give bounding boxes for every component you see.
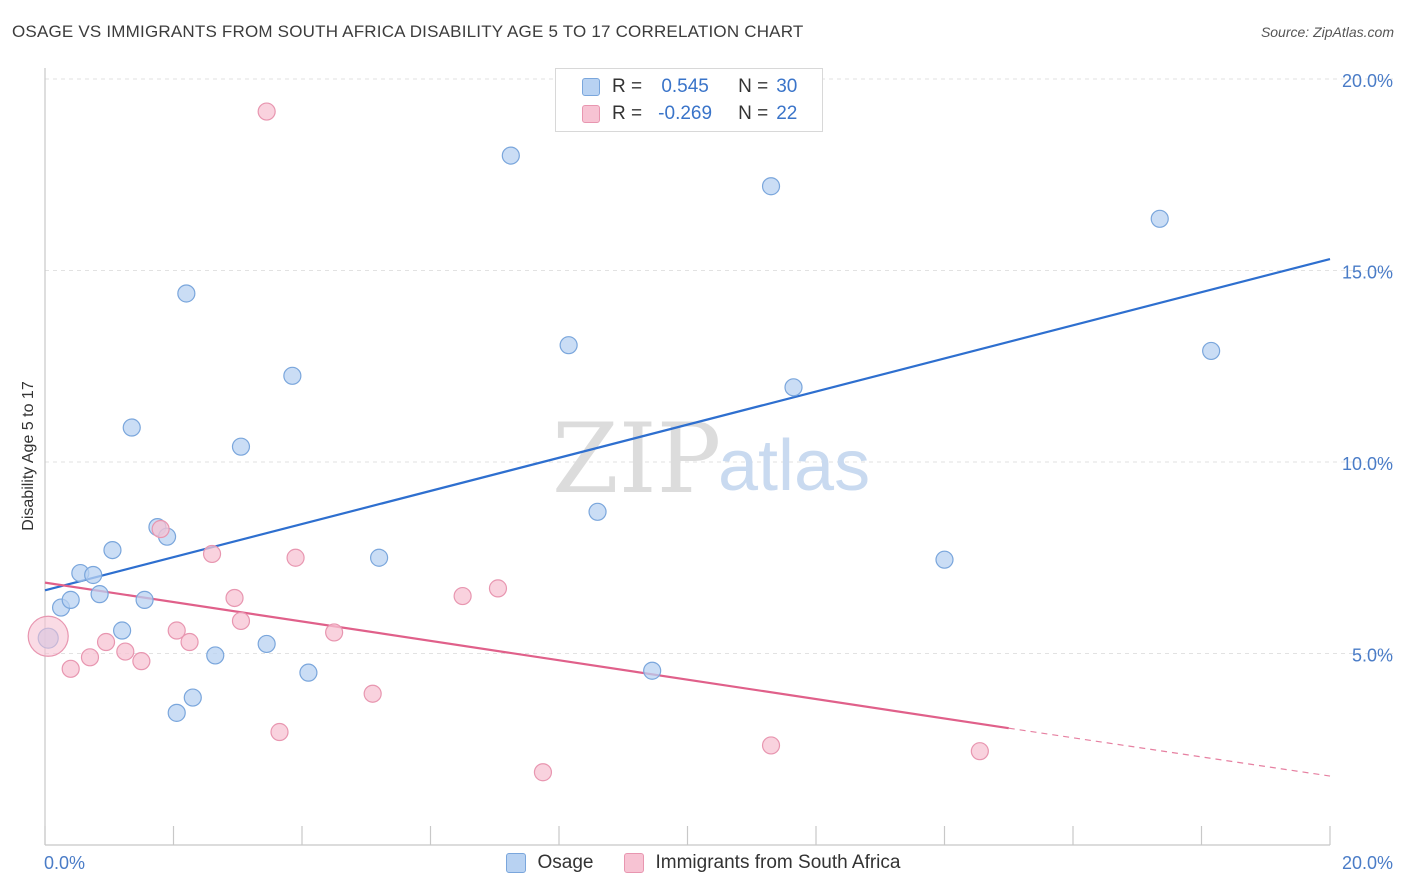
south-africa-point bbox=[96, 632, 116, 652]
osage-point bbox=[61, 590, 80, 609]
south-africa-point bbox=[61, 659, 80, 678]
south-africa-point bbox=[286, 548, 305, 567]
south-africa-point bbox=[116, 642, 135, 661]
osage-point bbox=[1202, 341, 1221, 361]
osage-point bbox=[299, 663, 318, 682]
osage-swatch bbox=[582, 78, 600, 96]
osage-point bbox=[90, 585, 109, 604]
osage-point bbox=[643, 661, 662, 680]
stats-row-south-africa: R = -0.269 N = 22 bbox=[582, 102, 797, 126]
source-label: Source: ZipAtlas.com bbox=[1260, 24, 1394, 40]
watermark: ZIP atlas bbox=[552, 403, 870, 515]
osage-point bbox=[370, 548, 389, 567]
legend-item-osage[interactable]: Osage bbox=[505, 852, 594, 874]
y-tick-label: 5.0% bbox=[1352, 646, 1393, 666]
osage-point bbox=[84, 565, 103, 585]
y-tick-label: 20.0% bbox=[1342, 71, 1393, 91]
south-africa-trend-extension bbox=[1008, 727, 1331, 777]
south-africa-point bbox=[533, 763, 553, 782]
south-africa-point bbox=[167, 621, 186, 640]
south-africa-point bbox=[325, 623, 344, 642]
south-africa-point bbox=[488, 579, 508, 598]
grid-lines bbox=[45, 78, 1393, 654]
osage-point bbox=[283, 366, 302, 385]
r-value: -0.269 bbox=[658, 103, 713, 124]
series-legend: Osage Immigrants from South Africa bbox=[0, 852, 1406, 874]
osage-point bbox=[1150, 209, 1169, 228]
data-points bbox=[27, 102, 1221, 782]
y-tick-label: 15.0% bbox=[1342, 263, 1393, 283]
south-africa-point bbox=[970, 742, 989, 761]
south-africa-swatch bbox=[582, 105, 600, 123]
osage-swatch bbox=[505, 853, 526, 873]
south-africa-point bbox=[151, 519, 170, 539]
south-africa-point bbox=[27, 615, 69, 657]
legend-label-south-africa: Immigrants from South Africa bbox=[655, 852, 901, 873]
osage-point bbox=[112, 621, 132, 640]
legend-item-south-africa[interactable]: Immigrants from South Africa bbox=[623, 852, 901, 874]
r-value: 0.545 bbox=[661, 76, 709, 97]
south-africa-point bbox=[225, 588, 244, 608]
osage-point bbox=[177, 284, 196, 303]
n-label: N = bbox=[738, 76, 769, 97]
south-africa-point bbox=[257, 102, 276, 121]
legend-label-osage: Osage bbox=[537, 852, 594, 873]
x-tick-label: 20.0% bbox=[1342, 853, 1393, 873]
osage-point bbox=[257, 634, 276, 654]
n-value: 30 bbox=[776, 76, 798, 97]
osage-point bbox=[206, 646, 225, 665]
stats-legend: R = 0.545 N = 30 R = -0.269 N = 22 bbox=[555, 68, 823, 132]
south-africa-point bbox=[270, 722, 289, 742]
osage-trend-line bbox=[44, 257, 1331, 592]
south-africa-point bbox=[761, 736, 781, 755]
osage-point bbox=[501, 146, 520, 165]
osage-point bbox=[231, 437, 251, 456]
trend-lines bbox=[44, 257, 1331, 777]
osage-point bbox=[103, 540, 122, 560]
osage-point bbox=[559, 336, 578, 355]
south-africa-swatch bbox=[623, 853, 644, 873]
watermark-zip: ZIP bbox=[552, 403, 721, 515]
south-africa-point bbox=[231, 611, 251, 631]
n-value: 22 bbox=[776, 103, 798, 124]
y-axis-label: Disability Age 5 to 17 bbox=[20, 381, 37, 531]
osage-point bbox=[935, 550, 954, 569]
osage-point bbox=[167, 703, 186, 722]
south-africa-point bbox=[132, 652, 151, 671]
south-africa-point bbox=[80, 648, 100, 667]
stats-row-osage: R = 0.545 N = 30 bbox=[582, 75, 797, 99]
osage-point bbox=[588, 502, 607, 521]
y-tick-labels: 5.0% 10.0% 15.0% 20.0% bbox=[1342, 71, 1393, 666]
x-tick-labels: 0.0% 20.0% bbox=[44, 853, 1393, 873]
y-tick-label: 10.0% bbox=[1342, 454, 1393, 474]
osage-point bbox=[135, 590, 154, 609]
r-label: R = bbox=[612, 103, 643, 124]
osage-point bbox=[183, 688, 202, 707]
watermark-atlas: atlas bbox=[718, 426, 870, 506]
osage-point bbox=[761, 177, 781, 196]
osage-point bbox=[784, 378, 803, 397]
x-tick-label: 0.0% bbox=[44, 853, 85, 873]
osage-point bbox=[122, 418, 141, 437]
chart-title: OSAGE VS IMMIGRANTS FROM SOUTH AFRICA DI… bbox=[12, 22, 804, 41]
south-africa-point bbox=[453, 586, 472, 606]
axes bbox=[44, 68, 1331, 846]
r-label: R = bbox=[612, 76, 643, 97]
n-label: N = bbox=[738, 103, 769, 124]
south-africa-trend-line bbox=[44, 581, 1009, 730]
south-africa-point bbox=[363, 684, 382, 703]
south-africa-point bbox=[202, 544, 222, 564]
south-africa-point bbox=[180, 632, 199, 652]
